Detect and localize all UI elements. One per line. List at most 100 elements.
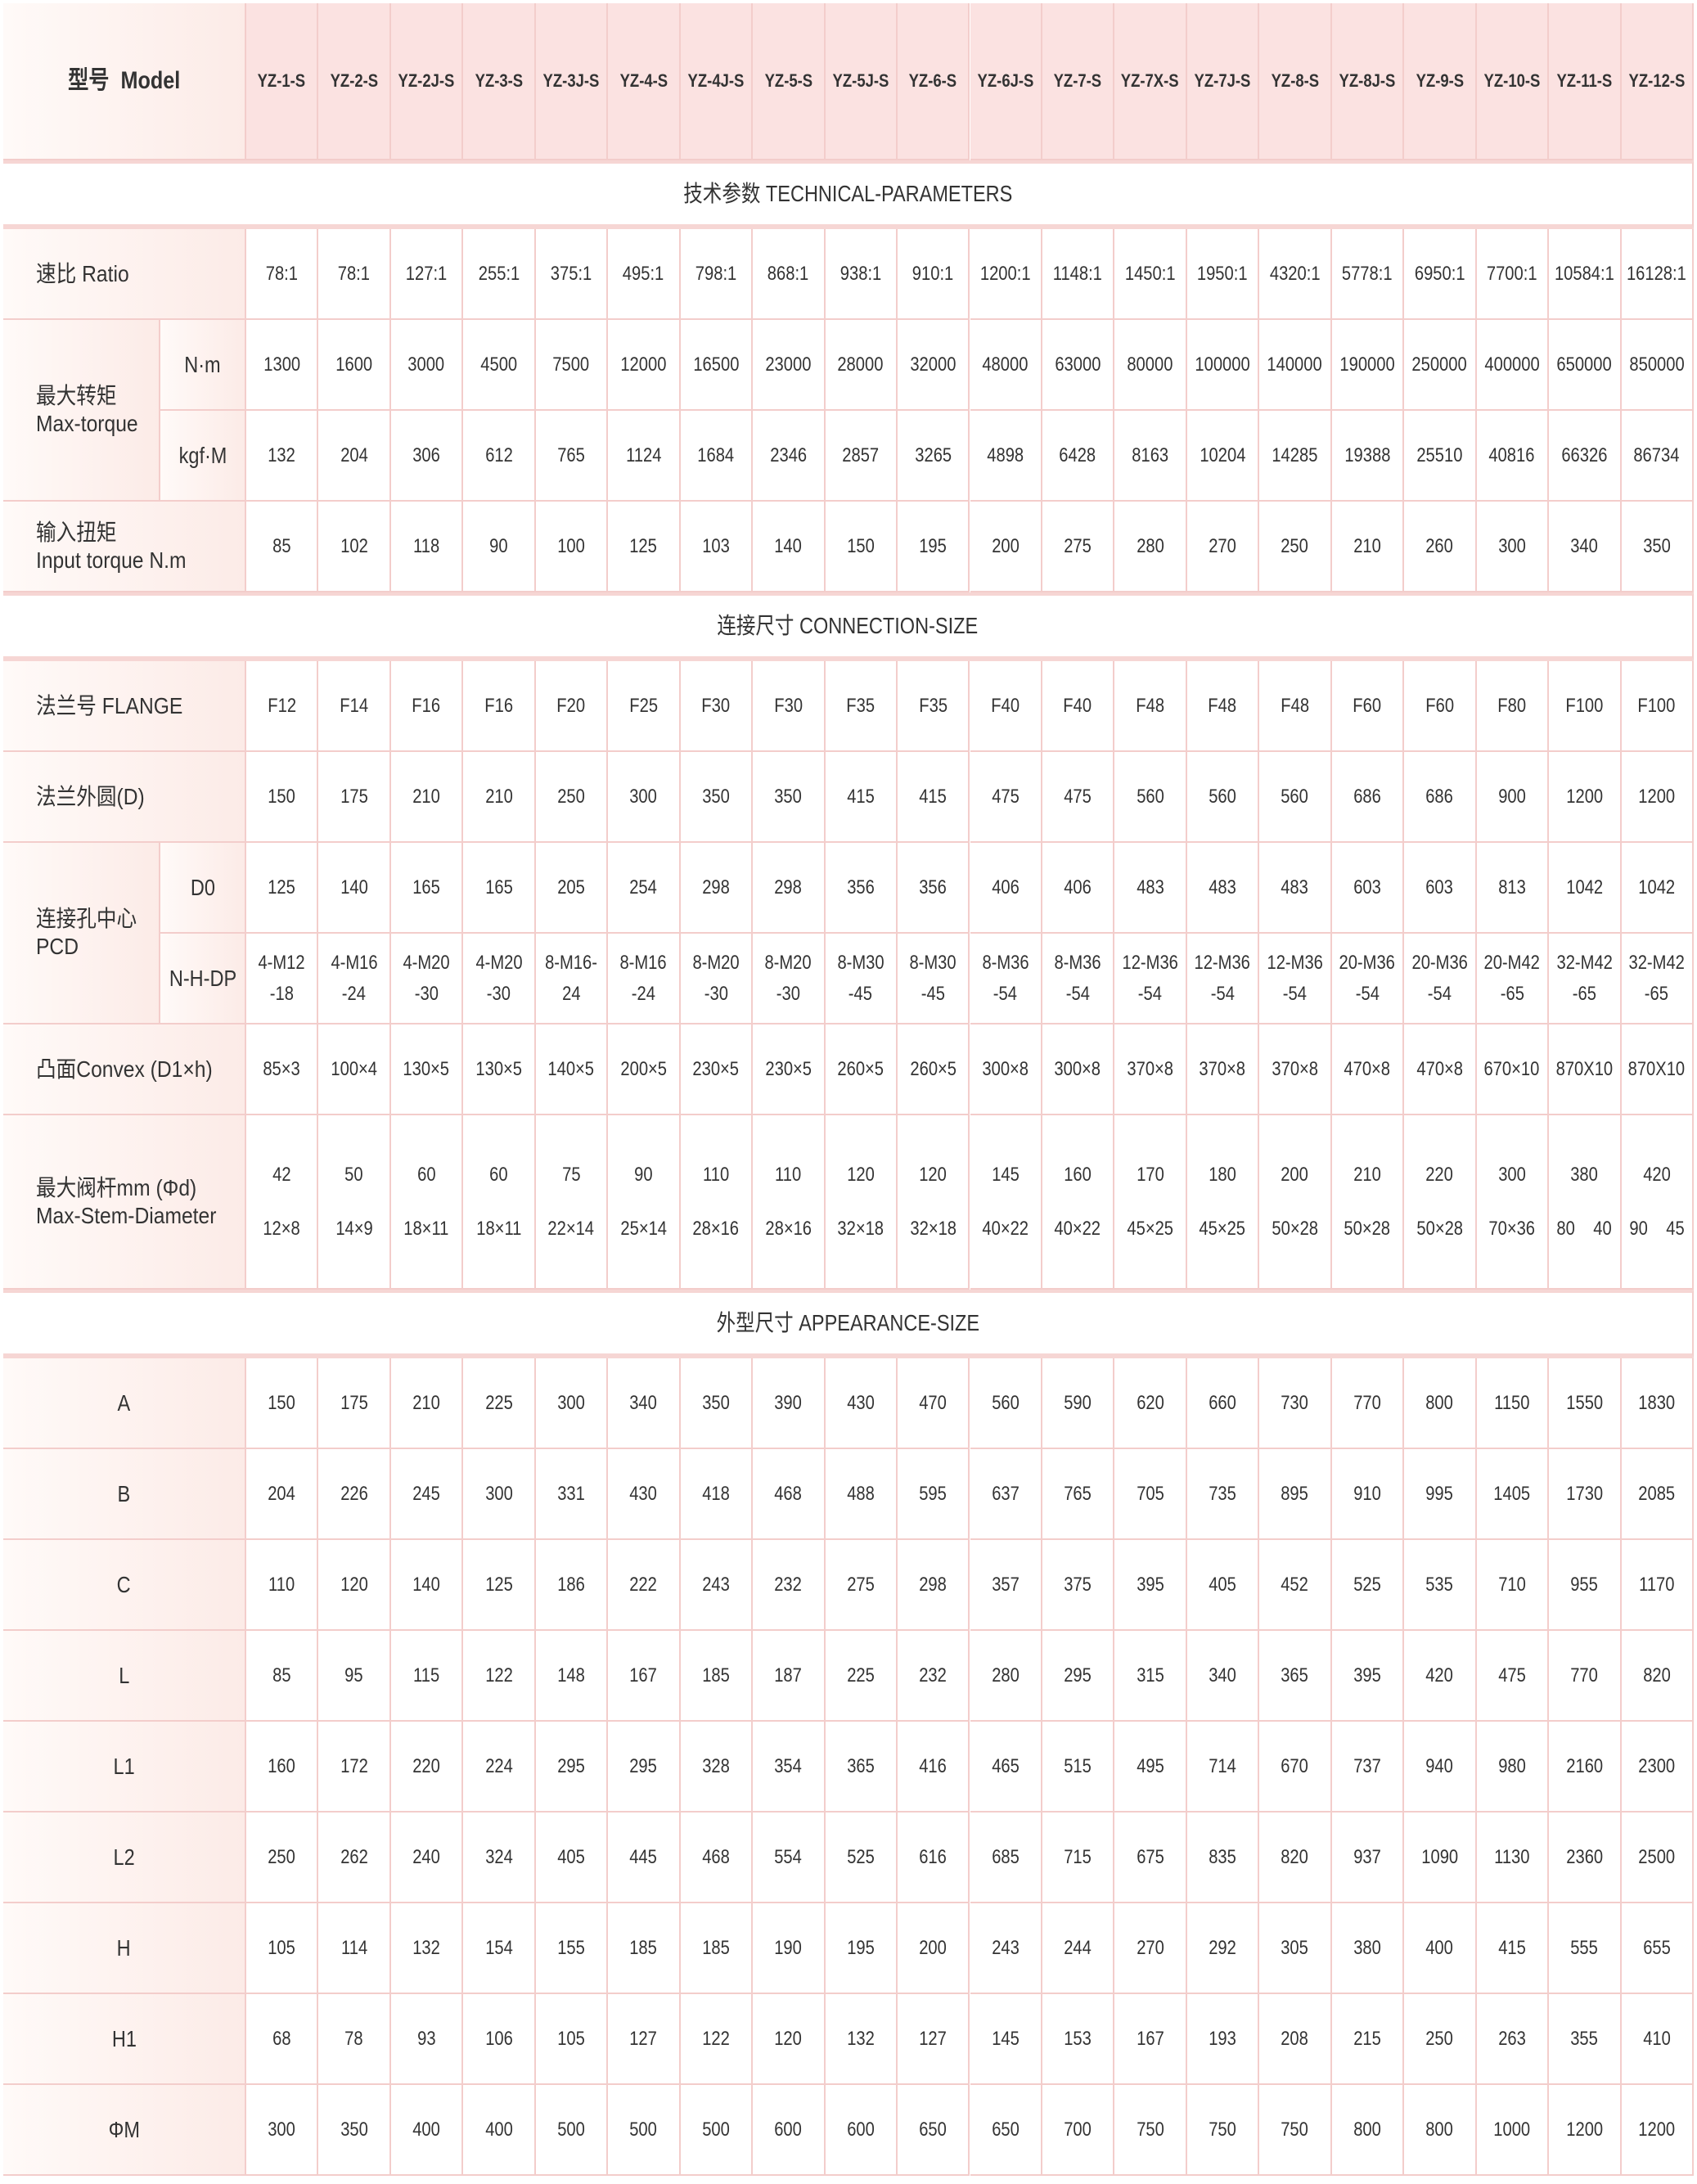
value-cell: 495: [1114, 1722, 1187, 1812]
cell-text: 118: [413, 534, 440, 557]
value-cell: 8-M36 -54: [1042, 934, 1115, 1024]
cell-text: 60: [489, 1163, 508, 1186]
value-cell: 800: [1404, 1358, 1477, 1449]
value-cell: 1830: [1621, 1358, 1694, 1449]
value-cell: 350: [318, 2085, 391, 2176]
cell-text: 254: [629, 876, 658, 898]
cell-text: 275: [1064, 534, 1092, 557]
model-header: YZ-2-S: [318, 3, 391, 160]
cell-text: 910: [1353, 1482, 1381, 1505]
value-cell: 245: [390, 1449, 464, 1540]
cell-text: 470: [919, 1391, 948, 1414]
cell-text: 125: [629, 534, 658, 557]
cell-text: 525: [1353, 1573, 1381, 1596]
cell-text: 415: [846, 785, 875, 808]
cell-text: 260×5: [837, 1057, 885, 1080]
value-cell: 350: [680, 1358, 754, 1449]
cell-text: 12-M36: [1194, 952, 1251, 975]
value-cell: 300: [246, 2085, 319, 2176]
cell-text: 750: [1209, 2118, 1236, 2141]
cell-text: 48000: [982, 353, 1029, 376]
cell-text: YZ-3J-S: [542, 70, 600, 91]
value-cell: 300 70×36: [1476, 1115, 1550, 1290]
model-header: YZ-6-S: [898, 3, 970, 160]
cell-text: 2085: [1638, 1482, 1676, 1505]
cell-text: 20-M36: [1339, 952, 1396, 975]
value-cell: 600: [825, 2085, 898, 2176]
value-cell: 12000: [608, 320, 681, 411]
cell-text: 25510: [1416, 444, 1463, 466]
row-label: 法兰号 FLANGE: [3, 661, 246, 752]
cell-text: F48: [1208, 694, 1237, 717]
value-cell: 140×5: [535, 1024, 609, 1115]
value-cell: 700: [1042, 2085, 1115, 2176]
cell-text: 80000: [1127, 353, 1173, 376]
value-cell: 167: [1114, 1994, 1187, 2085]
cell-text: 870X10: [1628, 1057, 1686, 1080]
cell-text: 7700:1: [1487, 262, 1537, 285]
value-cell: 400000: [1476, 320, 1550, 411]
value-cell: F48: [1114, 661, 1187, 752]
value-cell: 155: [535, 1903, 609, 1994]
cell-text: YZ-6-S: [908, 70, 957, 91]
value-cell: 465: [970, 1722, 1042, 1812]
row-label: 连接孔中心 PCD: [3, 843, 160, 1024]
cell-text: 8-M30: [909, 952, 957, 975]
value-cell: 1042: [1621, 843, 1694, 934]
value-cell: 6428: [1042, 411, 1115, 502]
value-cell: 243: [680, 1540, 754, 1631]
cell-text: D0: [190, 874, 215, 900]
value-cell: 100×4: [318, 1024, 391, 1115]
cell-text: 160: [268, 1754, 296, 1777]
cell-text: 32×18: [909, 1218, 957, 1241]
cell-text: 210: [1353, 534, 1381, 557]
cell-text: 86734: [1633, 444, 1680, 466]
value-cell: 418: [680, 1449, 754, 1540]
cell-text: 132: [268, 444, 296, 466]
value-cell: 250000: [1404, 320, 1477, 411]
value-cell: 488: [825, 1449, 898, 1540]
value-cell: 331: [535, 1449, 609, 1540]
cell-text: 465: [991, 1754, 1020, 1777]
cell-text: 155: [557, 1936, 585, 1959]
cell-text: 705: [1136, 1482, 1164, 1505]
cell-text: 390: [774, 1391, 803, 1414]
cell-text: 416: [919, 1754, 948, 1777]
value-cell: 130×5: [463, 1024, 536, 1115]
value-cell: 8-M30 -45: [825, 934, 898, 1024]
value-cell: 800: [1404, 2085, 1477, 2176]
cell-text: -30: [486, 982, 511, 1005]
model-header: YZ-7-S: [1042, 3, 1115, 160]
value-cell: 103: [680, 502, 754, 592]
cell-text: 370×8: [1272, 1057, 1318, 1080]
value-cell: 868:1: [753, 229, 826, 320]
cell-text: 204: [268, 1482, 296, 1505]
value-cell: 3000: [390, 320, 464, 411]
cell-text: 500: [629, 2118, 658, 2141]
value-cell: 4-M16 -24: [318, 934, 391, 1024]
value-cell: F30: [680, 661, 754, 752]
row-label: 输入扭矩 Input torque N.m: [3, 502, 246, 592]
value-cell: 225: [463, 1358, 536, 1449]
value-cell: 500: [608, 2085, 681, 2176]
value-cell: 150: [246, 752, 319, 843]
value-cell: 12-M36 -54: [1259, 934, 1332, 1024]
cell-text: 6428: [1059, 444, 1096, 466]
row-label: 速比 Ratio: [3, 229, 246, 320]
value-cell: 244: [1042, 1903, 1115, 1994]
value-cell: 75 22×14: [535, 1115, 609, 1290]
value-cell: 380 80 40: [1549, 1115, 1622, 1290]
value-cell: 415: [898, 752, 970, 843]
model-header: YZ-3J-S: [535, 3, 609, 160]
value-cell: 483: [1114, 843, 1187, 934]
cell-text: 224: [484, 1754, 513, 1777]
cell-text: 45×25: [1127, 1218, 1173, 1241]
cell-text: 560: [1136, 785, 1164, 808]
value-cell: 187: [753, 1631, 826, 1722]
value-cell: 170 45×25: [1114, 1115, 1187, 1290]
cell-text: B: [117, 1480, 131, 1506]
value-cell: 685: [970, 1812, 1042, 1903]
cell-text: 1730: [1565, 1482, 1603, 1505]
cell-text: 2360: [1565, 1845, 1603, 1868]
value-cell: 468: [680, 1812, 754, 1903]
